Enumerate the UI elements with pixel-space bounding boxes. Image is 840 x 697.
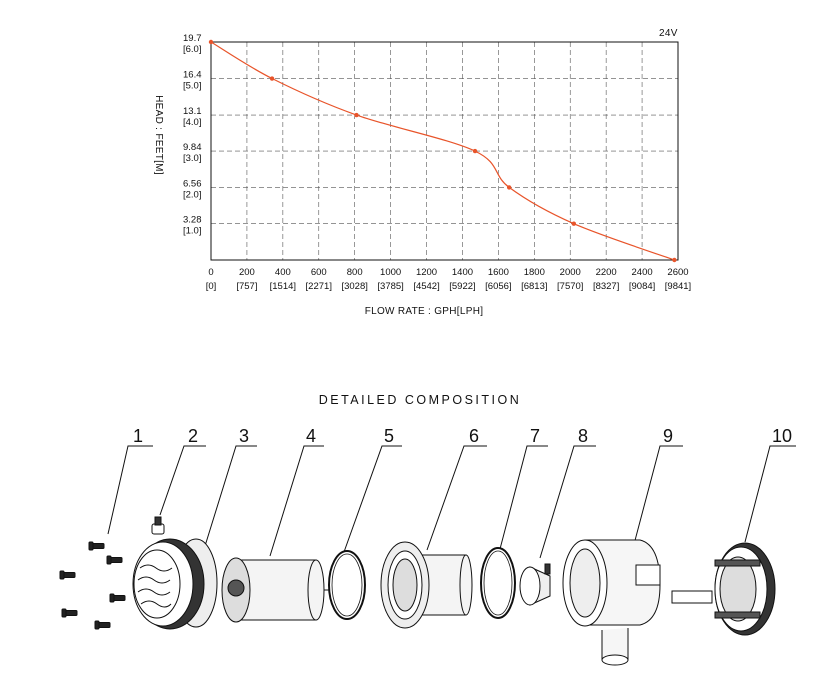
x-tick-label: 2400 xyxy=(632,267,653,278)
x-tick-label: 600 xyxy=(311,267,327,278)
callout-7: 7 xyxy=(530,426,540,446)
axis-ticks: 0 [0] 200 [757] 400 [1514] 600 [2271] 800 [3028] 1… xyxy=(183,33,691,292)
data-point xyxy=(269,76,275,81)
y-tick-sublabel: [1.0] xyxy=(183,226,202,237)
x-tick-sublabel: [8327] xyxy=(593,281,619,292)
callout-2: 2 xyxy=(188,426,198,446)
data-point xyxy=(506,185,512,190)
x-tick-sublabel: [9841] xyxy=(665,281,691,292)
x-tick-sublabel: [0] xyxy=(206,281,217,292)
y-tick-label: 19.7 xyxy=(183,33,202,44)
callout-3: 3 xyxy=(239,426,249,446)
x-tick-sublabel: [7570] xyxy=(557,281,583,292)
plot-frame xyxy=(210,41,679,261)
voltage-label: 24V xyxy=(659,28,678,39)
x-tick-sublabel: [5922] xyxy=(449,281,475,292)
x-tick-label: 400 xyxy=(275,267,291,278)
callout-5: 5 xyxy=(384,426,394,446)
part-2-plug-icon xyxy=(151,516,165,535)
y-tick-sublabel: [5.0] xyxy=(183,81,202,92)
x-tick-sublabel: [6813] xyxy=(521,281,547,292)
part-9-pump-body-icon xyxy=(562,539,661,666)
x-tick-label: 1400 xyxy=(452,267,473,278)
y-tick-sublabel: [3.0] xyxy=(183,153,202,164)
x-tick-label: 2600 xyxy=(667,267,688,278)
y-tick-label: 6.56 xyxy=(183,178,202,189)
data-point xyxy=(354,112,359,118)
part-10-strainer-icon xyxy=(671,542,776,636)
y-tick-label: 9.84 xyxy=(183,142,202,153)
x-tick-label: 200 xyxy=(239,267,255,278)
callout-leaders xyxy=(107,445,796,559)
y-tick-sublabel: [4.0] xyxy=(183,117,202,128)
pump-performance-chart: 0 [0] 200 [757] 400 [1514] 600 [2271] 800 [3028] 1… xyxy=(153,28,691,317)
data-point xyxy=(571,221,577,226)
x-tick-sublabel: [4542] xyxy=(413,281,439,292)
callout-6: 6 xyxy=(469,426,479,446)
data-point xyxy=(208,39,214,45)
x-tick-sublabel: [3028] xyxy=(341,281,367,292)
callout-9: 9 xyxy=(663,426,673,446)
x-tick-label: 0 xyxy=(208,267,213,278)
x-tick-sublabel: [1514] xyxy=(270,281,296,292)
y-axis-title: HEAD : FEET[M] xyxy=(153,95,164,175)
part-4-motor-icon xyxy=(221,557,330,623)
part-5-o-ring-icon xyxy=(328,550,366,620)
part-7-o-ring-icon xyxy=(480,547,516,619)
x-tick-label: 2200 xyxy=(596,267,617,278)
data-point xyxy=(672,257,677,263)
x-tick-label: 1800 xyxy=(524,267,545,278)
y-tick-label: 16.4 xyxy=(183,70,202,81)
x-tick-sublabel: [6056] xyxy=(485,281,511,292)
chart-grid xyxy=(211,42,678,260)
x-tick-sublabel: [3785] xyxy=(377,281,403,292)
callout-10: 10 xyxy=(772,426,792,446)
composition-title: DETAILED COMPOSITION xyxy=(318,393,522,407)
x-tick-label: 800 xyxy=(347,267,363,278)
x-tick-sublabel: [757] xyxy=(236,281,257,292)
data-point xyxy=(472,148,478,154)
x-axis-title: FLOW RATE : GPH[LPH] xyxy=(365,306,484,317)
y-tick-label: 13.1 xyxy=(183,106,202,117)
x-tick-label: 2000 xyxy=(560,267,581,278)
x-tick-sublabel: [2271] xyxy=(306,281,332,292)
callout-numbers: 1 2 3 4 5 6 7 8 9 10 xyxy=(133,426,792,446)
x-tick-label: 1600 xyxy=(488,267,509,278)
callout-4: 4 xyxy=(306,426,316,446)
y-tick-sublabel: [6.0] xyxy=(183,44,202,55)
x-tick-label: 1200 xyxy=(416,267,437,278)
x-tick-label: 1000 xyxy=(380,267,401,278)
part-8-impeller-icon xyxy=(519,563,551,606)
callout-8: 8 xyxy=(578,426,588,446)
performance-curve xyxy=(208,39,677,263)
y-tick-sublabel: [2.0] xyxy=(183,189,202,200)
part-6-housing-icon xyxy=(380,541,473,629)
y-tick-label: 3.28 xyxy=(183,215,202,226)
part-3-end-cap-icon xyxy=(132,538,218,630)
x-tick-sublabel: [9084] xyxy=(629,281,655,292)
part-1-screws-icon xyxy=(59,541,126,630)
callout-1: 1 xyxy=(133,426,143,446)
